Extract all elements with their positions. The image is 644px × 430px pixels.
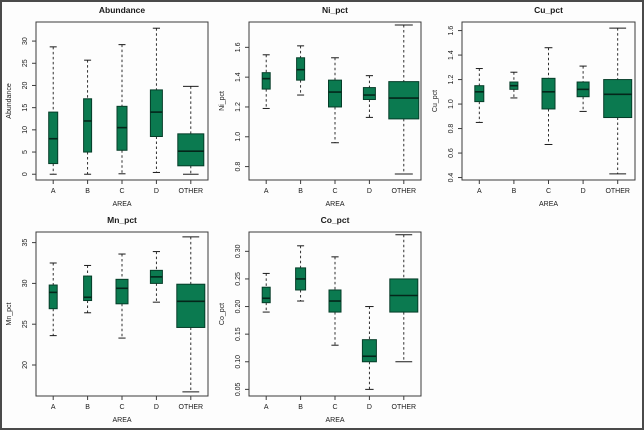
svg-text:C: C bbox=[119, 404, 124, 411]
svg-text:Abundance: Abundance bbox=[99, 5, 146, 15]
svg-text:B: B bbox=[85, 188, 90, 195]
svg-text:C: C bbox=[546, 188, 551, 195]
svg-text:Abundance: Abundance bbox=[6, 83, 13, 119]
boxplot-panel-cu-pct: Cu_pct 0.4 0.6 0.8 1.0 1.2 1.4 1.6 Cu_pct A B C D OTH… bbox=[428, 2, 642, 212]
svg-text:10: 10 bbox=[22, 126, 29, 134]
svg-text:Cu_pct: Cu_pct bbox=[432, 90, 439, 112]
svg-text:AREA: AREA bbox=[112, 417, 131, 424]
svg-text:AREA: AREA bbox=[112, 201, 131, 208]
svg-text:0.15: 0.15 bbox=[235, 327, 242, 341]
svg-text:1.2: 1.2 bbox=[235, 102, 242, 112]
svg-text:OTHER: OTHER bbox=[179, 188, 204, 195]
svg-text:5: 5 bbox=[22, 150, 29, 154]
svg-text:D: D bbox=[367, 188, 372, 195]
svg-text:1.2: 1.2 bbox=[448, 75, 455, 85]
svg-text:30: 30 bbox=[22, 279, 29, 287]
svg-text:0.05: 0.05 bbox=[235, 382, 242, 396]
svg-text:Co_pct: Co_pct bbox=[321, 215, 350, 225]
svg-text:1.4: 1.4 bbox=[448, 50, 455, 60]
svg-text:35: 35 bbox=[22, 239, 29, 247]
svg-text:B: B bbox=[298, 188, 303, 195]
svg-text:20: 20 bbox=[22, 81, 29, 89]
svg-text:0.6: 0.6 bbox=[448, 148, 455, 158]
svg-text:25: 25 bbox=[22, 320, 29, 328]
svg-text:A: A bbox=[51, 188, 56, 195]
svg-text:A: A bbox=[264, 188, 269, 195]
svg-text:0.10: 0.10 bbox=[235, 355, 242, 369]
svg-text:OTHER: OTHER bbox=[392, 188, 417, 195]
boxplot-panel-abundance: Abundance 0 5 10 15 20 25 30 Abundance A B C D OTHER A… bbox=[2, 2, 215, 212]
boxplot-panel-ni-pct: Ni_pct 0.8 1.0 1.2 1.4 1.6 Ni_pct A B C D OTHER AREA bbox=[215, 2, 428, 212]
boxplot-chart-co_pct: Co_pct 0.05 0.10 0.15 0.20 0.25 0.30 Co_pct A B C D… bbox=[219, 215, 422, 424]
svg-text:0.20: 0.20 bbox=[235, 300, 242, 314]
svg-text:15: 15 bbox=[22, 104, 29, 112]
svg-text:B: B bbox=[512, 188, 517, 195]
svg-text:B: B bbox=[85, 404, 90, 411]
svg-text:D: D bbox=[154, 188, 159, 195]
svg-text:Mn_pct: Mn_pct bbox=[6, 302, 13, 325]
svg-text:D: D bbox=[581, 188, 586, 195]
svg-text:A: A bbox=[51, 404, 56, 411]
svg-text:Co_pct: Co_pct bbox=[219, 303, 226, 325]
svg-text:AREA: AREA bbox=[325, 417, 344, 424]
svg-text:0.25: 0.25 bbox=[235, 272, 242, 286]
svg-text:D: D bbox=[154, 404, 159, 411]
boxplot-chart-mn_pct: Mn_pct 20 25 30 35 Mn_pct A B C D OTHER AREA bbox=[6, 215, 209, 424]
svg-text:OTHER: OTHER bbox=[392, 404, 417, 411]
svg-text:0.4: 0.4 bbox=[448, 173, 455, 183]
svg-text:0.30: 0.30 bbox=[235, 244, 242, 258]
svg-text:B: B bbox=[298, 404, 303, 411]
svg-text:C: C bbox=[332, 404, 337, 411]
svg-text:C: C bbox=[119, 188, 124, 195]
svg-text:25: 25 bbox=[22, 59, 29, 67]
boxplot-chart-abundance: Abundance 0 5 10 15 20 25 30 Abundance A B C D OTHER A… bbox=[6, 5, 209, 208]
svg-text:30: 30 bbox=[22, 37, 29, 45]
boxplot-chart-ni_pct: Ni_pct 0.8 1.0 1.2 1.4 1.6 Ni_pct A B C D OTHER AREA bbox=[219, 5, 422, 208]
boxplot-panel-mn-pct: Mn_pct 20 25 30 35 Mn_pct A B C D OTHER AREA bbox=[2, 212, 215, 428]
svg-text:AREA: AREA bbox=[539, 201, 558, 208]
svg-text:1.4: 1.4 bbox=[235, 72, 242, 82]
svg-text:OTHER: OTHER bbox=[605, 188, 630, 195]
svg-text:1.6: 1.6 bbox=[448, 26, 455, 36]
svg-text:Ni_pct: Ni_pct bbox=[219, 91, 226, 111]
svg-text:1.6: 1.6 bbox=[235, 42, 242, 52]
svg-text:D: D bbox=[367, 404, 372, 411]
empty-panel bbox=[428, 212, 642, 428]
svg-text:0.8: 0.8 bbox=[235, 162, 242, 172]
svg-text:0.8: 0.8 bbox=[448, 124, 455, 134]
svg-text:1.0: 1.0 bbox=[235, 132, 242, 142]
svg-text:A: A bbox=[477, 188, 482, 195]
svg-text:1.0: 1.0 bbox=[448, 99, 455, 109]
svg-text:Cu_pct: Cu_pct bbox=[534, 5, 563, 15]
svg-text:Ni_pct: Ni_pct bbox=[322, 5, 348, 15]
svg-text:0: 0 bbox=[22, 172, 29, 176]
svg-text:OTHER: OTHER bbox=[179, 404, 204, 411]
boxplot-panel-co-pct: Co_pct 0.05 0.10 0.15 0.20 0.25 0.30 Co_pct A B C D… bbox=[215, 212, 428, 428]
boxplot-chart-cu_pct: Cu_pct 0.4 0.6 0.8 1.0 1.2 1.4 1.6 Cu_pct A B C D OTH… bbox=[432, 5, 636, 208]
svg-text:C: C bbox=[332, 188, 337, 195]
svg-text:AREA: AREA bbox=[325, 201, 344, 208]
svg-text:20: 20 bbox=[22, 361, 29, 369]
svg-text:Mn_pct: Mn_pct bbox=[107, 215, 137, 225]
svg-text:A: A bbox=[264, 404, 269, 411]
